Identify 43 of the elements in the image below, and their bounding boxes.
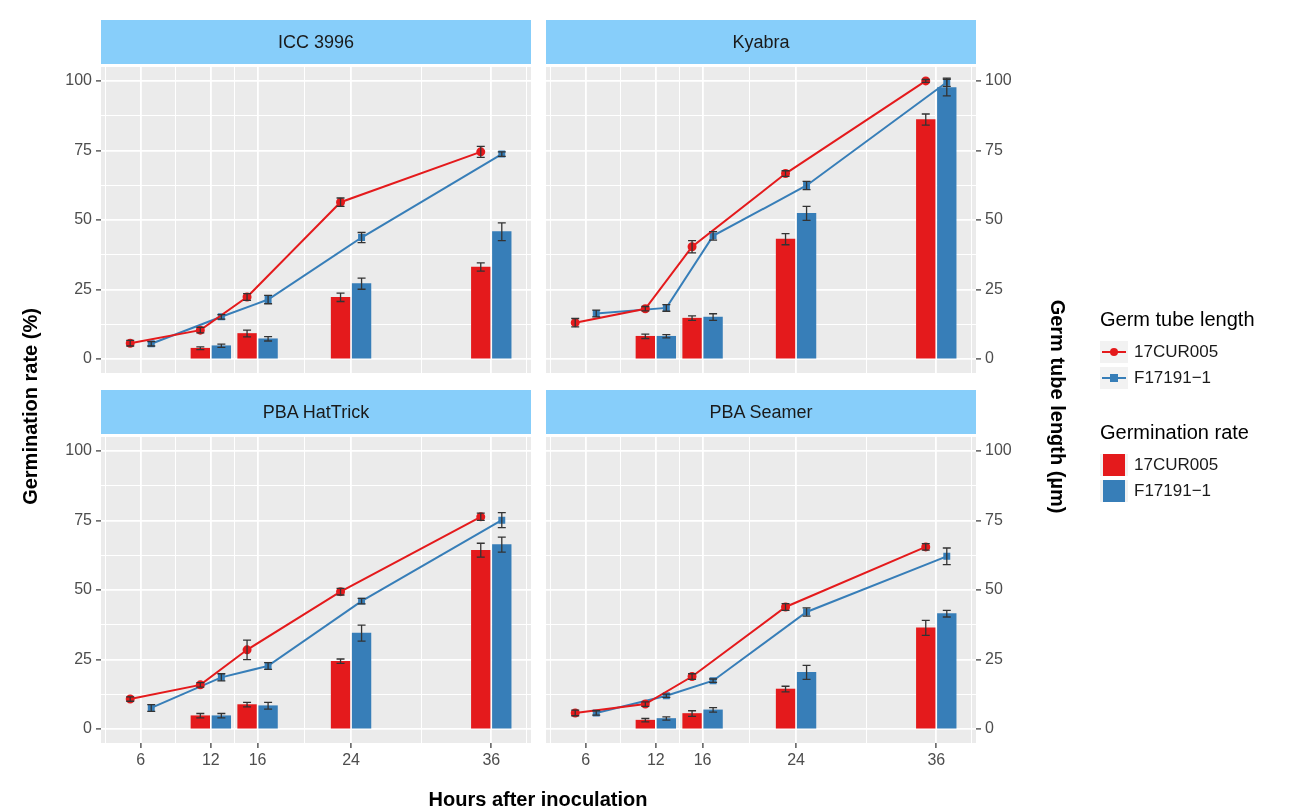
y-tick-label: 0 (985, 719, 994, 737)
y-tick-label: 50 (74, 210, 93, 228)
x-tick-label: 36 (482, 751, 501, 769)
x-tick-label: 12 (201, 751, 220, 769)
y-tick-label: 50 (985, 210, 1003, 228)
y-tick-label: 25 (985, 279, 1003, 297)
chart-title: ICC 3996 (101, 20, 531, 64)
legend-label: 17CUR005 (1134, 342, 1219, 362)
chart-title: Kyabra (546, 20, 976, 64)
y-tick-label: 100 (985, 441, 1012, 459)
x-tick-label: 24 (787, 751, 806, 769)
y-tick-label: 25 (74, 279, 93, 297)
x-tick-label: 24 (342, 751, 361, 769)
legend-title: Germ tube length (1100, 308, 1255, 331)
y-tick-label: 0 (83, 349, 93, 367)
legend-label: F17191−1 (1134, 481, 1212, 501)
legend-label: F17191−1 (1134, 368, 1212, 388)
legend-label: 17CUR005 (1134, 455, 1219, 475)
x-tick-label: 36 (927, 751, 946, 769)
x-axis-title: Hours after inoculation (428, 788, 648, 811)
x-tick-label: 16 (693, 751, 712, 769)
y-tick-label: 100 (65, 71, 93, 89)
y-tick-label: 75 (74, 510, 93, 528)
y-tick-label: 50 (74, 580, 93, 598)
y-axis-title: Germination rate (%) (18, 307, 42, 505)
y2-axis-title: Germ tube length (µm) (1046, 299, 1070, 513)
x-tick-label: 6 (581, 751, 591, 769)
x-tick-label: 6 (136, 751, 146, 769)
legend-title: Germination rate (1100, 421, 1250, 444)
x-tick-label: 12 (646, 751, 665, 769)
y-tick-label: 50 (985, 580, 1003, 598)
y-tick-label: 25 (985, 649, 1003, 667)
chart-title: PBA Seamer (546, 390, 976, 434)
y-tick-label: 75 (74, 140, 93, 158)
chart-title: PBA HatTrick (101, 390, 531, 434)
y-tick-label: 100 (985, 71, 1012, 89)
y-tick-label: 100 (65, 441, 93, 459)
y-tick-label: 25 (74, 649, 93, 667)
y-tick-label: 75 (985, 510, 1003, 528)
y-tick-label: 0 (985, 349, 994, 367)
y-tick-label: 75 (985, 140, 1003, 158)
y-tick-label: 0 (83, 719, 93, 737)
x-tick-label: 16 (248, 751, 267, 769)
